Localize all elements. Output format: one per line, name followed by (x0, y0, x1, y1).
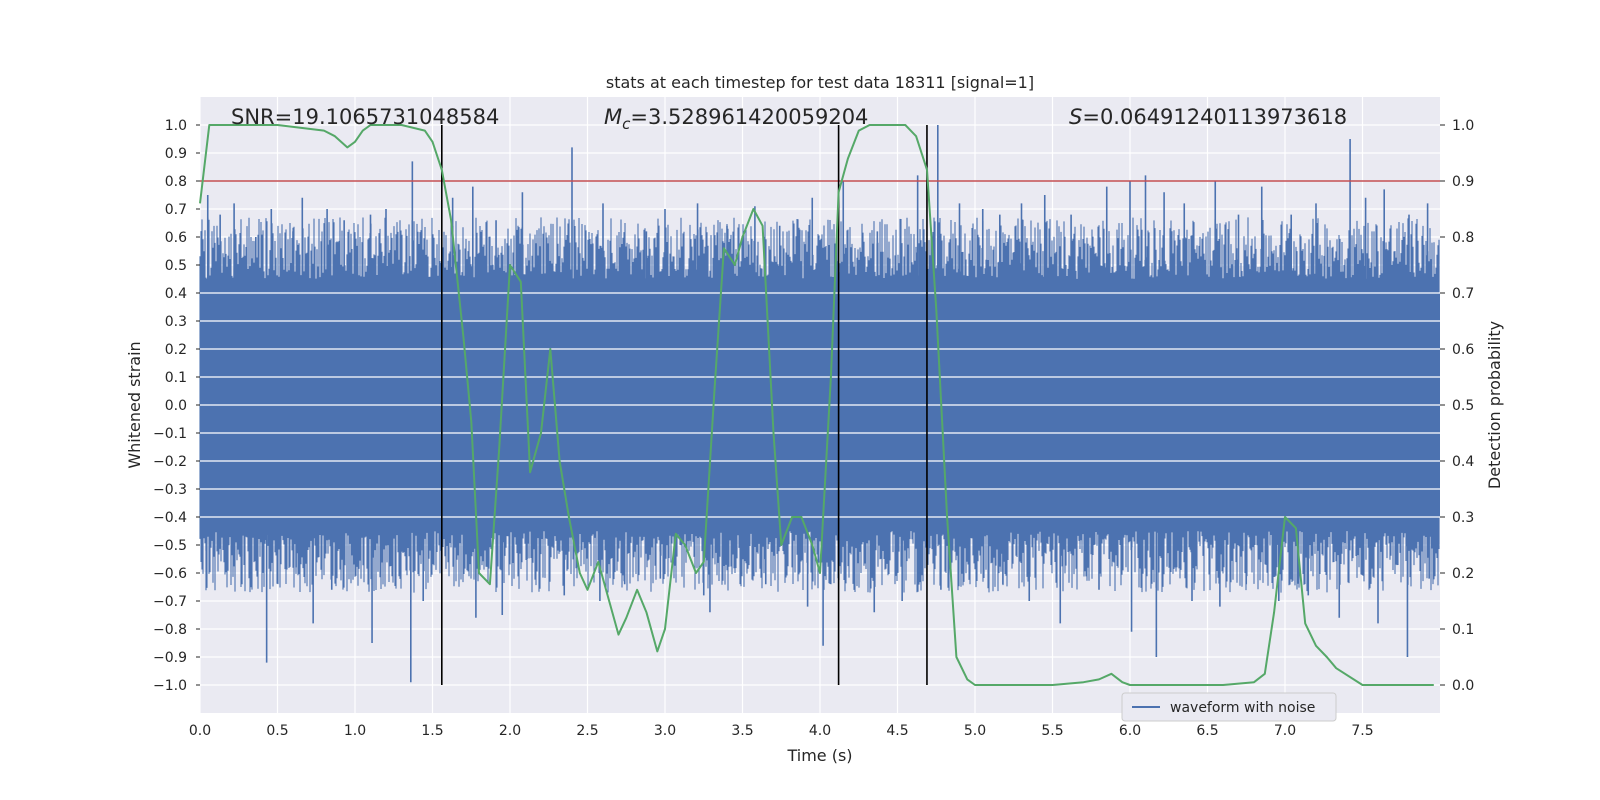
event-lines (440, 125, 928, 685)
x-tick-label-2: 1.0 (344, 723, 366, 739)
legend-entry-waveform-with-noise: waveform with noise (1170, 700, 1315, 716)
y2-axis-ticks: 0.0 0.1 0.2 0.3 0.4 0.5 0.6 0.7 0.8 0.9 1.0 (1440, 118, 1474, 694)
x-tick-label-6: 3.0 (654, 723, 676, 739)
x-tick-label-13: 6.5 (1196, 723, 1218, 739)
y-tick-label-5: −0.5 (153, 538, 187, 554)
s-annotation-value: =0.06491240113973618 (1082, 105, 1347, 129)
x-tick-label-8: 4.0 (809, 723, 831, 739)
y2-tick-label-0: 0.0 (1452, 678, 1474, 694)
y-tick-label-18: 0.8 (165, 174, 187, 190)
y-axis-ticks: −1.0 −0.9 −0.8 −0.7 −0.6 −0.5 −0.4 −0.3 −0.2 −0.1… (153, 118, 200, 694)
waveform-with-noise (199, 125, 1440, 683)
y-tick-label-16: 0.6 (165, 230, 187, 246)
mc-annotation: Mc=3.528961420059204 (604, 105, 868, 133)
y-tick-label-14: 0.4 (165, 286, 187, 302)
s-annotation-label: S (1069, 105, 1082, 129)
chart-title: stats at each timestep for test data 183… (606, 73, 1034, 92)
x-tick-label-7: 3.5 (731, 723, 753, 739)
y-tick-label-15: 0.5 (165, 258, 187, 274)
y-tick-label-4: −0.6 (153, 566, 187, 582)
y-tick-label-0: −1.0 (153, 678, 187, 694)
x-axis-ticks: 0.0 0.5 1.0 1.5 2.0 2.5 3.0 3.5 4.0 4.5 5.0 5.5 6.0 6… (189, 723, 1374, 739)
x-tick-label-11: 5.5 (1041, 723, 1063, 739)
detection-probability-series (199, 124, 1434, 686)
y-tick-label-12: 0.2 (165, 342, 187, 358)
y2-tick-label-8: 0.8 (1452, 230, 1474, 246)
x-tick-label-14: 7.0 (1274, 723, 1296, 739)
y-tick-label-17: 0.7 (165, 202, 187, 218)
s-annotation: S=0.06491240113973618 (1069, 105, 1347, 129)
x-tick-label-0: 0.0 (189, 723, 211, 739)
x-tick-label-15: 7.5 (1351, 723, 1373, 739)
y2-tick-label-9: 0.9 (1452, 174, 1474, 190)
y-tick-label-7: −0.3 (153, 482, 187, 498)
y-tick-label-6: −0.4 (153, 510, 187, 526)
legend-box (1121, 692, 1337, 722)
y-tick-label-1: −0.9 (153, 650, 187, 666)
x-tick-label-4: 2.0 (499, 723, 521, 739)
y2-tick-label-6: 0.6 (1452, 342, 1474, 358)
y2-tick-label-5: 0.5 (1452, 398, 1474, 414)
snr-annotation: SNR=19.1065731048584 (231, 105, 499, 129)
snr-annotation-label: SNR (231, 105, 275, 129)
detection-probability-line (199, 124, 1434, 686)
mc-annotation-label: M (604, 105, 622, 129)
y2-axis-label: Detection probability (1485, 321, 1504, 489)
y2-tick-label-1: 0.1 (1452, 622, 1474, 638)
y2-tick-label-10: 1.0 (1452, 118, 1474, 134)
x-tick-label-1: 0.5 (266, 723, 288, 739)
y2-tick-label-2: 0.2 (1452, 566, 1474, 582)
y-tick-label-19: 0.9 (165, 146, 187, 162)
y-tick-label-10: 0.0 (165, 398, 187, 414)
x-tick-label-5: 2.5 (576, 723, 598, 739)
y-tick-label-20: 1.0 (165, 118, 187, 134)
y2-tick-label-7: 0.7 (1452, 286, 1474, 302)
y-axis-label: Whitened strain (125, 341, 144, 468)
y-tick-label-13: 0.3 (165, 314, 187, 330)
y2-tick-label-3: 0.3 (1452, 510, 1474, 526)
mc-annotation-subscript: c (622, 115, 631, 133)
y-tick-label-11: 0.1 (165, 370, 187, 386)
x-tick-label-10: 5.0 (964, 723, 986, 739)
snr-annotation-value: =19.1065731048584 (275, 105, 500, 129)
y-tick-label-8: −0.2 (153, 454, 187, 470)
y-tick-label-3: −0.7 (153, 594, 187, 610)
legend: waveform with noise (1121, 692, 1337, 722)
x-tick-label-9: 4.5 (886, 723, 908, 739)
x-tick-label-12: 6.0 (1119, 723, 1141, 739)
x-axis-label: Time (s) (786, 746, 852, 765)
x-tick-label-3: 1.5 (421, 723, 443, 739)
mc-annotation-value: =3.528961420059204 (630, 105, 868, 129)
y2-tick-label-4: 0.4 (1452, 454, 1474, 470)
y-tick-label-2: −0.8 (153, 622, 187, 638)
y-tick-label-9: −0.1 (153, 426, 187, 442)
